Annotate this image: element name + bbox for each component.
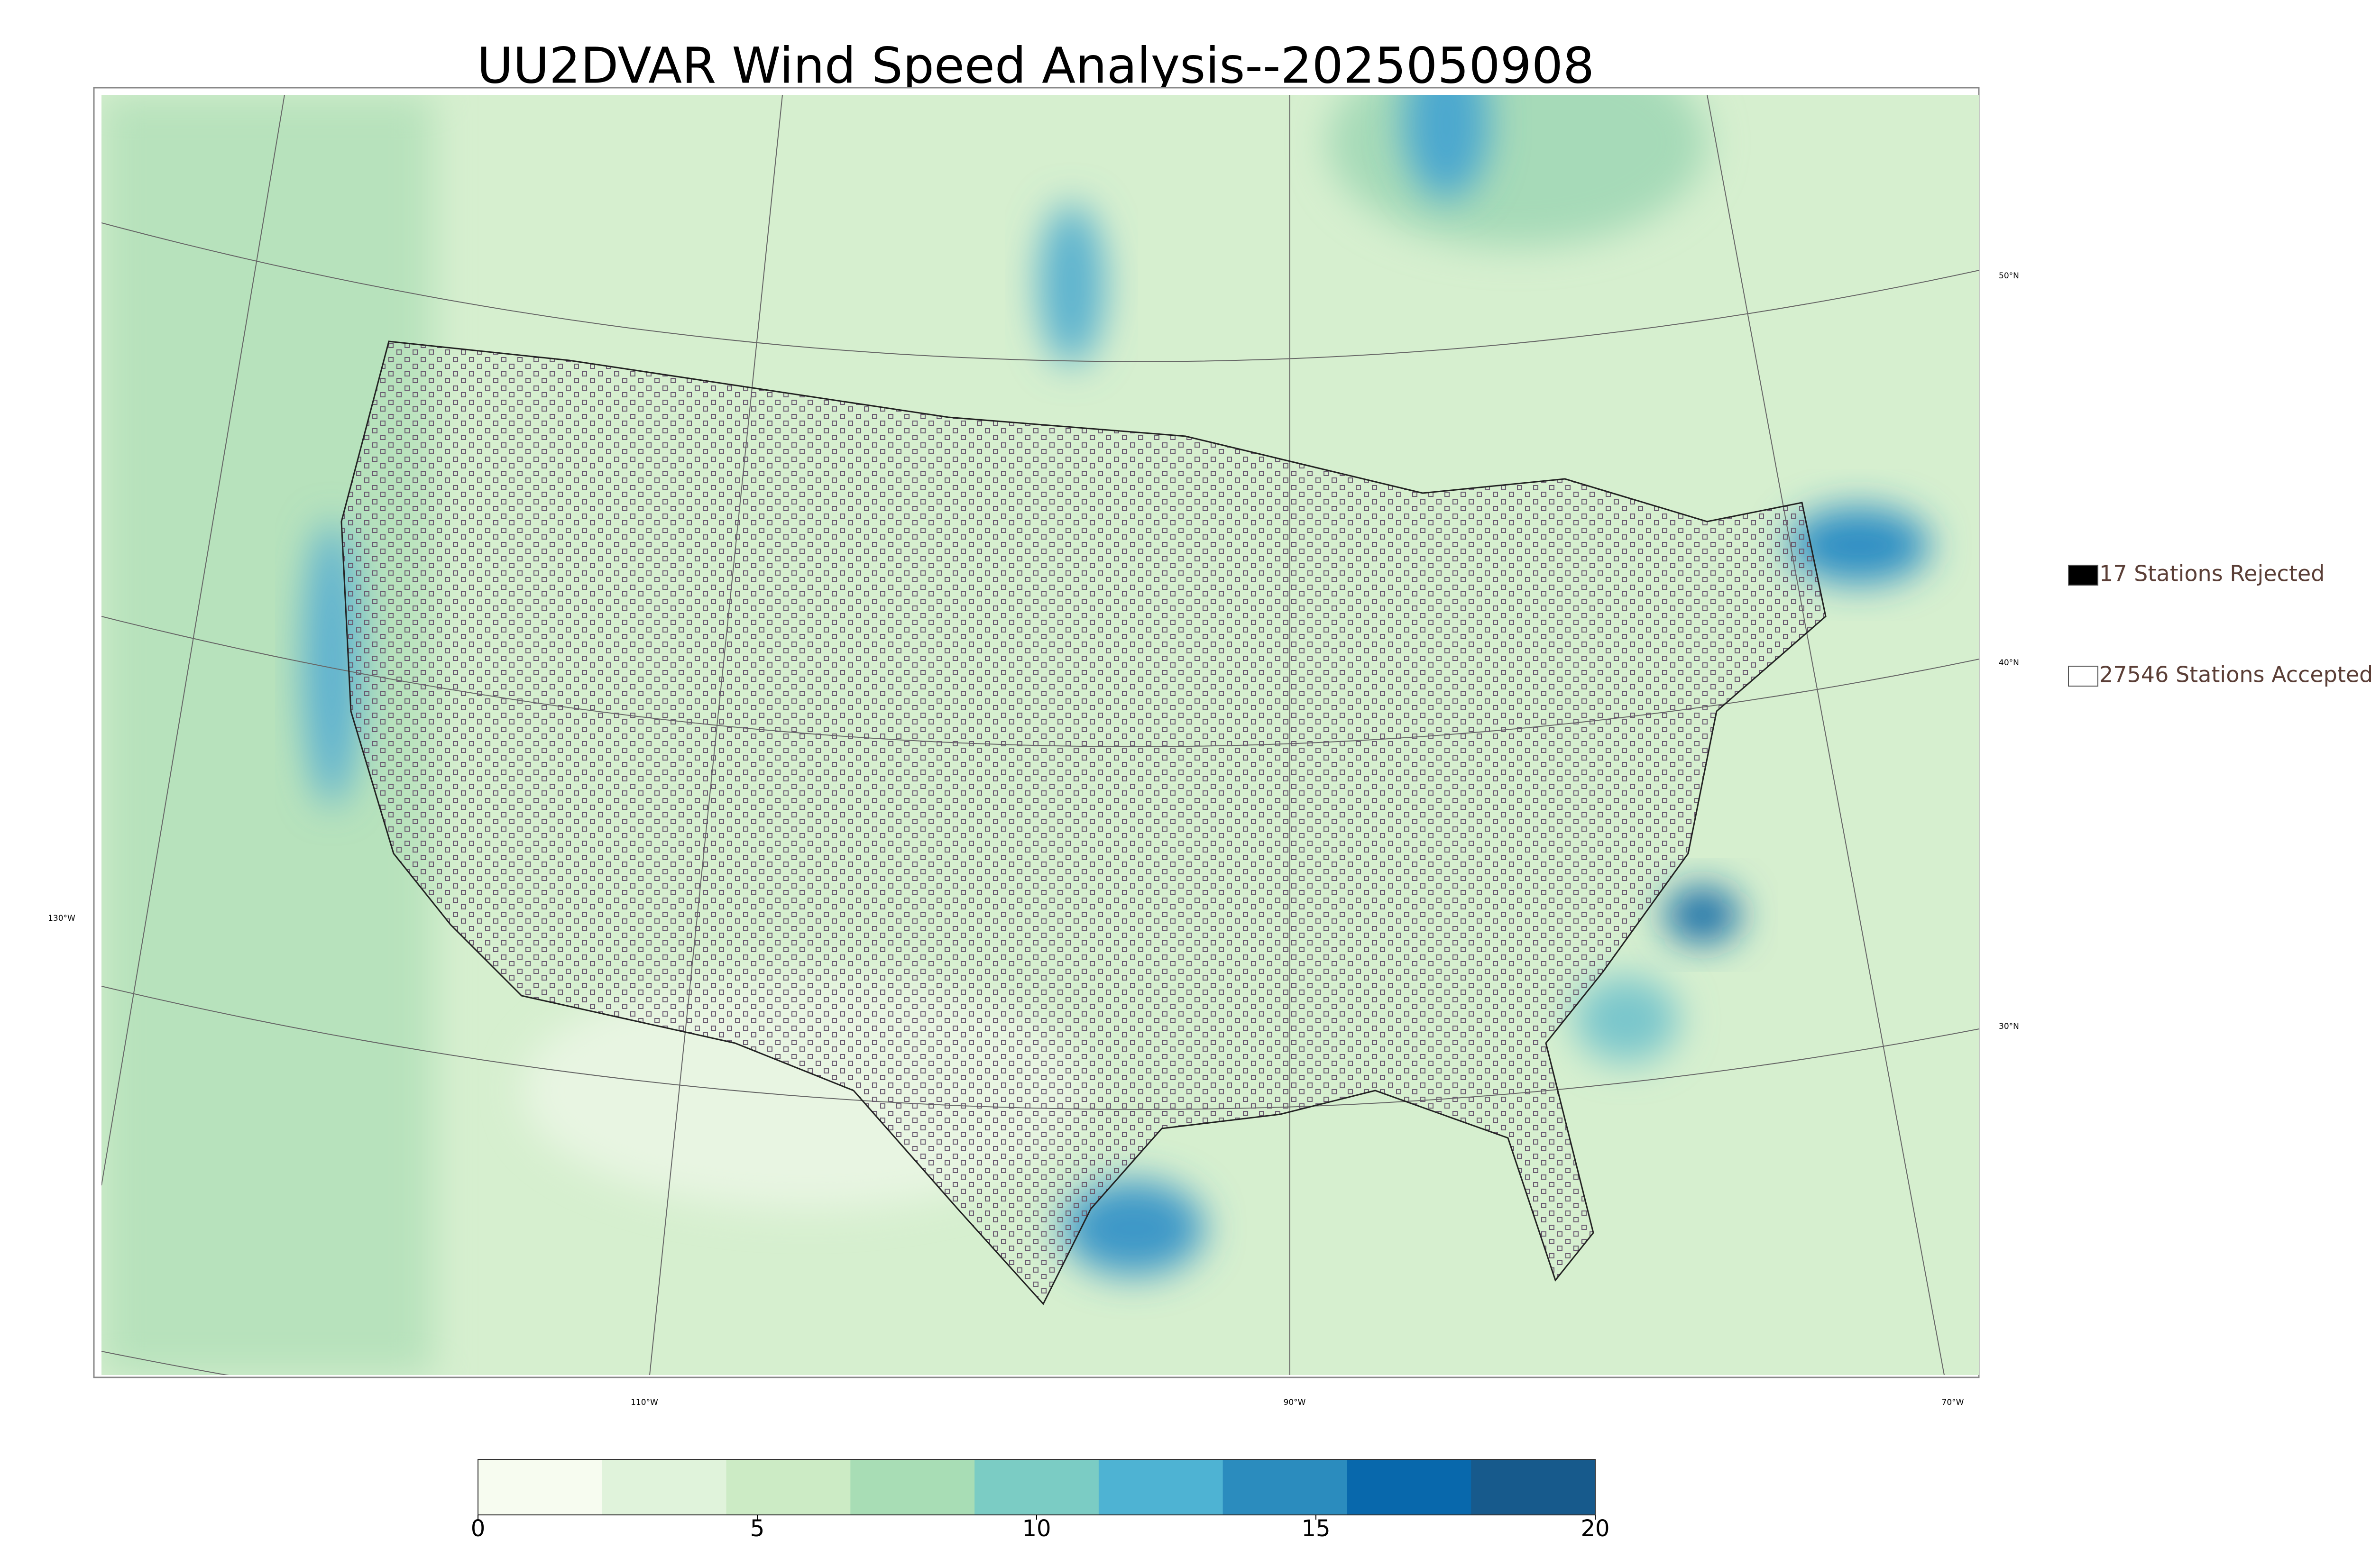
colorbar-segment — [1222, 1459, 1347, 1515]
colorbar: 0 5 10 15 20 — [471, 1459, 1610, 1542]
wind-field — [101, 95, 1979, 1375]
colorbar-segment — [1347, 1459, 1471, 1515]
colorbar-segment — [974, 1459, 1099, 1515]
lon-label: 70°W — [1942, 1398, 1964, 1407]
map — [93, 87, 1980, 1378]
conus-stations — [340, 340, 1827, 1305]
colorbar-segment — [478, 1459, 603, 1515]
legend: 17 Stations Rejected 27546 Stations Accep… — [2068, 561, 2371, 688]
lat-label: 30°N — [1999, 1022, 2019, 1031]
legend-label: 17 Stations Rejected — [2099, 561, 2325, 587]
lon-label: 130°W — [48, 914, 75, 923]
colorbar-tick-label: 10 — [1022, 1515, 1051, 1542]
colorbar-segment — [602, 1459, 727, 1515]
colorbar-segment — [850, 1459, 975, 1515]
map-title: UU2DVAR Wind Speed Analysis--2025050908 — [477, 37, 1594, 94]
colorbar-tick-label: 5 — [750, 1515, 765, 1542]
lon-label: 110°W — [631, 1398, 658, 1407]
legend-swatch — [2068, 666, 2098, 687]
colorbar-tick-label: 15 — [1301, 1515, 1330, 1542]
legend-swatch — [2068, 565, 2098, 586]
lat-label: 40°N — [1999, 658, 2019, 668]
colorbar-segment — [726, 1459, 851, 1515]
lat-label: 50°N — [1999, 271, 2019, 281]
colorbar-tick-label: 20 — [1581, 1515, 1609, 1542]
lon-label: 90°W — [1284, 1398, 1306, 1407]
colorbar-segment — [1098, 1459, 1223, 1515]
colorbar-tick-label: 0 — [471, 1515, 486, 1542]
colorbar-segment — [1471, 1459, 1596, 1515]
legend-label: 27546 Stations Accepted — [2099, 662, 2371, 688]
